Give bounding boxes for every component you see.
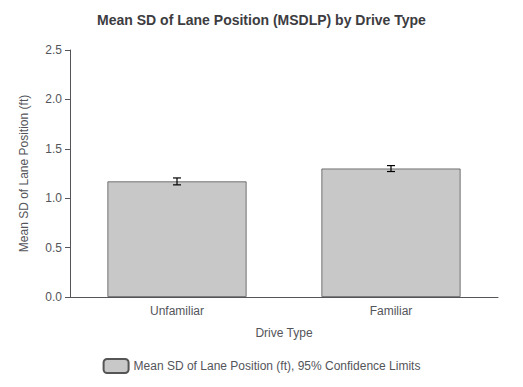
svg-text:0.5: 0.5 xyxy=(45,241,62,255)
svg-text:Unfamiliar: Unfamiliar xyxy=(150,304,204,318)
svg-text:Familiar: Familiar xyxy=(370,304,413,318)
svg-text:0.0: 0.0 xyxy=(45,290,62,304)
svg-text:Mean SD of Lane Position (ft): Mean SD of Lane Position (ft) xyxy=(17,95,31,252)
svg-text:1.5: 1.5 xyxy=(45,142,62,156)
svg-text:2.5: 2.5 xyxy=(45,43,62,57)
svg-text:Drive Type: Drive Type xyxy=(255,326,312,340)
svg-text:1.0: 1.0 xyxy=(45,191,62,205)
svg-text:2.0: 2.0 xyxy=(45,92,62,106)
svg-text:Mean SD of Lane Position (ft),: Mean SD of Lane Position (ft), 95% Confi… xyxy=(134,359,421,373)
svg-text:Mean SD of Lane Position (MSDL: Mean SD of Lane Position (MSDLP) by Driv… xyxy=(97,12,426,28)
